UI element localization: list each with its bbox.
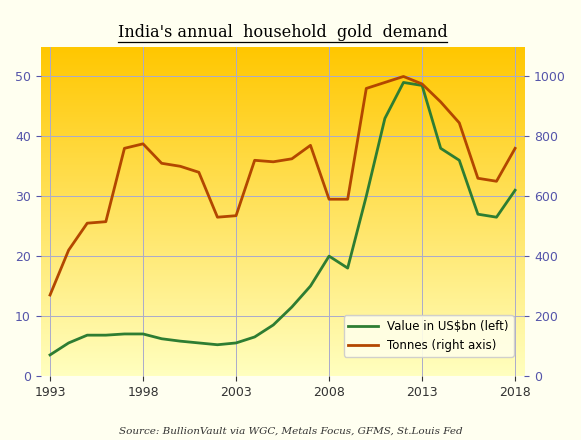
- Text: Source: BullionVault via WGC, Metals Focus, GFMS, St.Louis Fed: Source: BullionVault via WGC, Metals Foc…: [119, 427, 462, 436]
- Title: India's annual  household  gold  demand: India's annual household gold demand: [118, 24, 447, 41]
- Legend: Value in US$bn (left), Tonnes (right axis): Value in US$bn (left), Tonnes (right axi…: [344, 315, 514, 357]
